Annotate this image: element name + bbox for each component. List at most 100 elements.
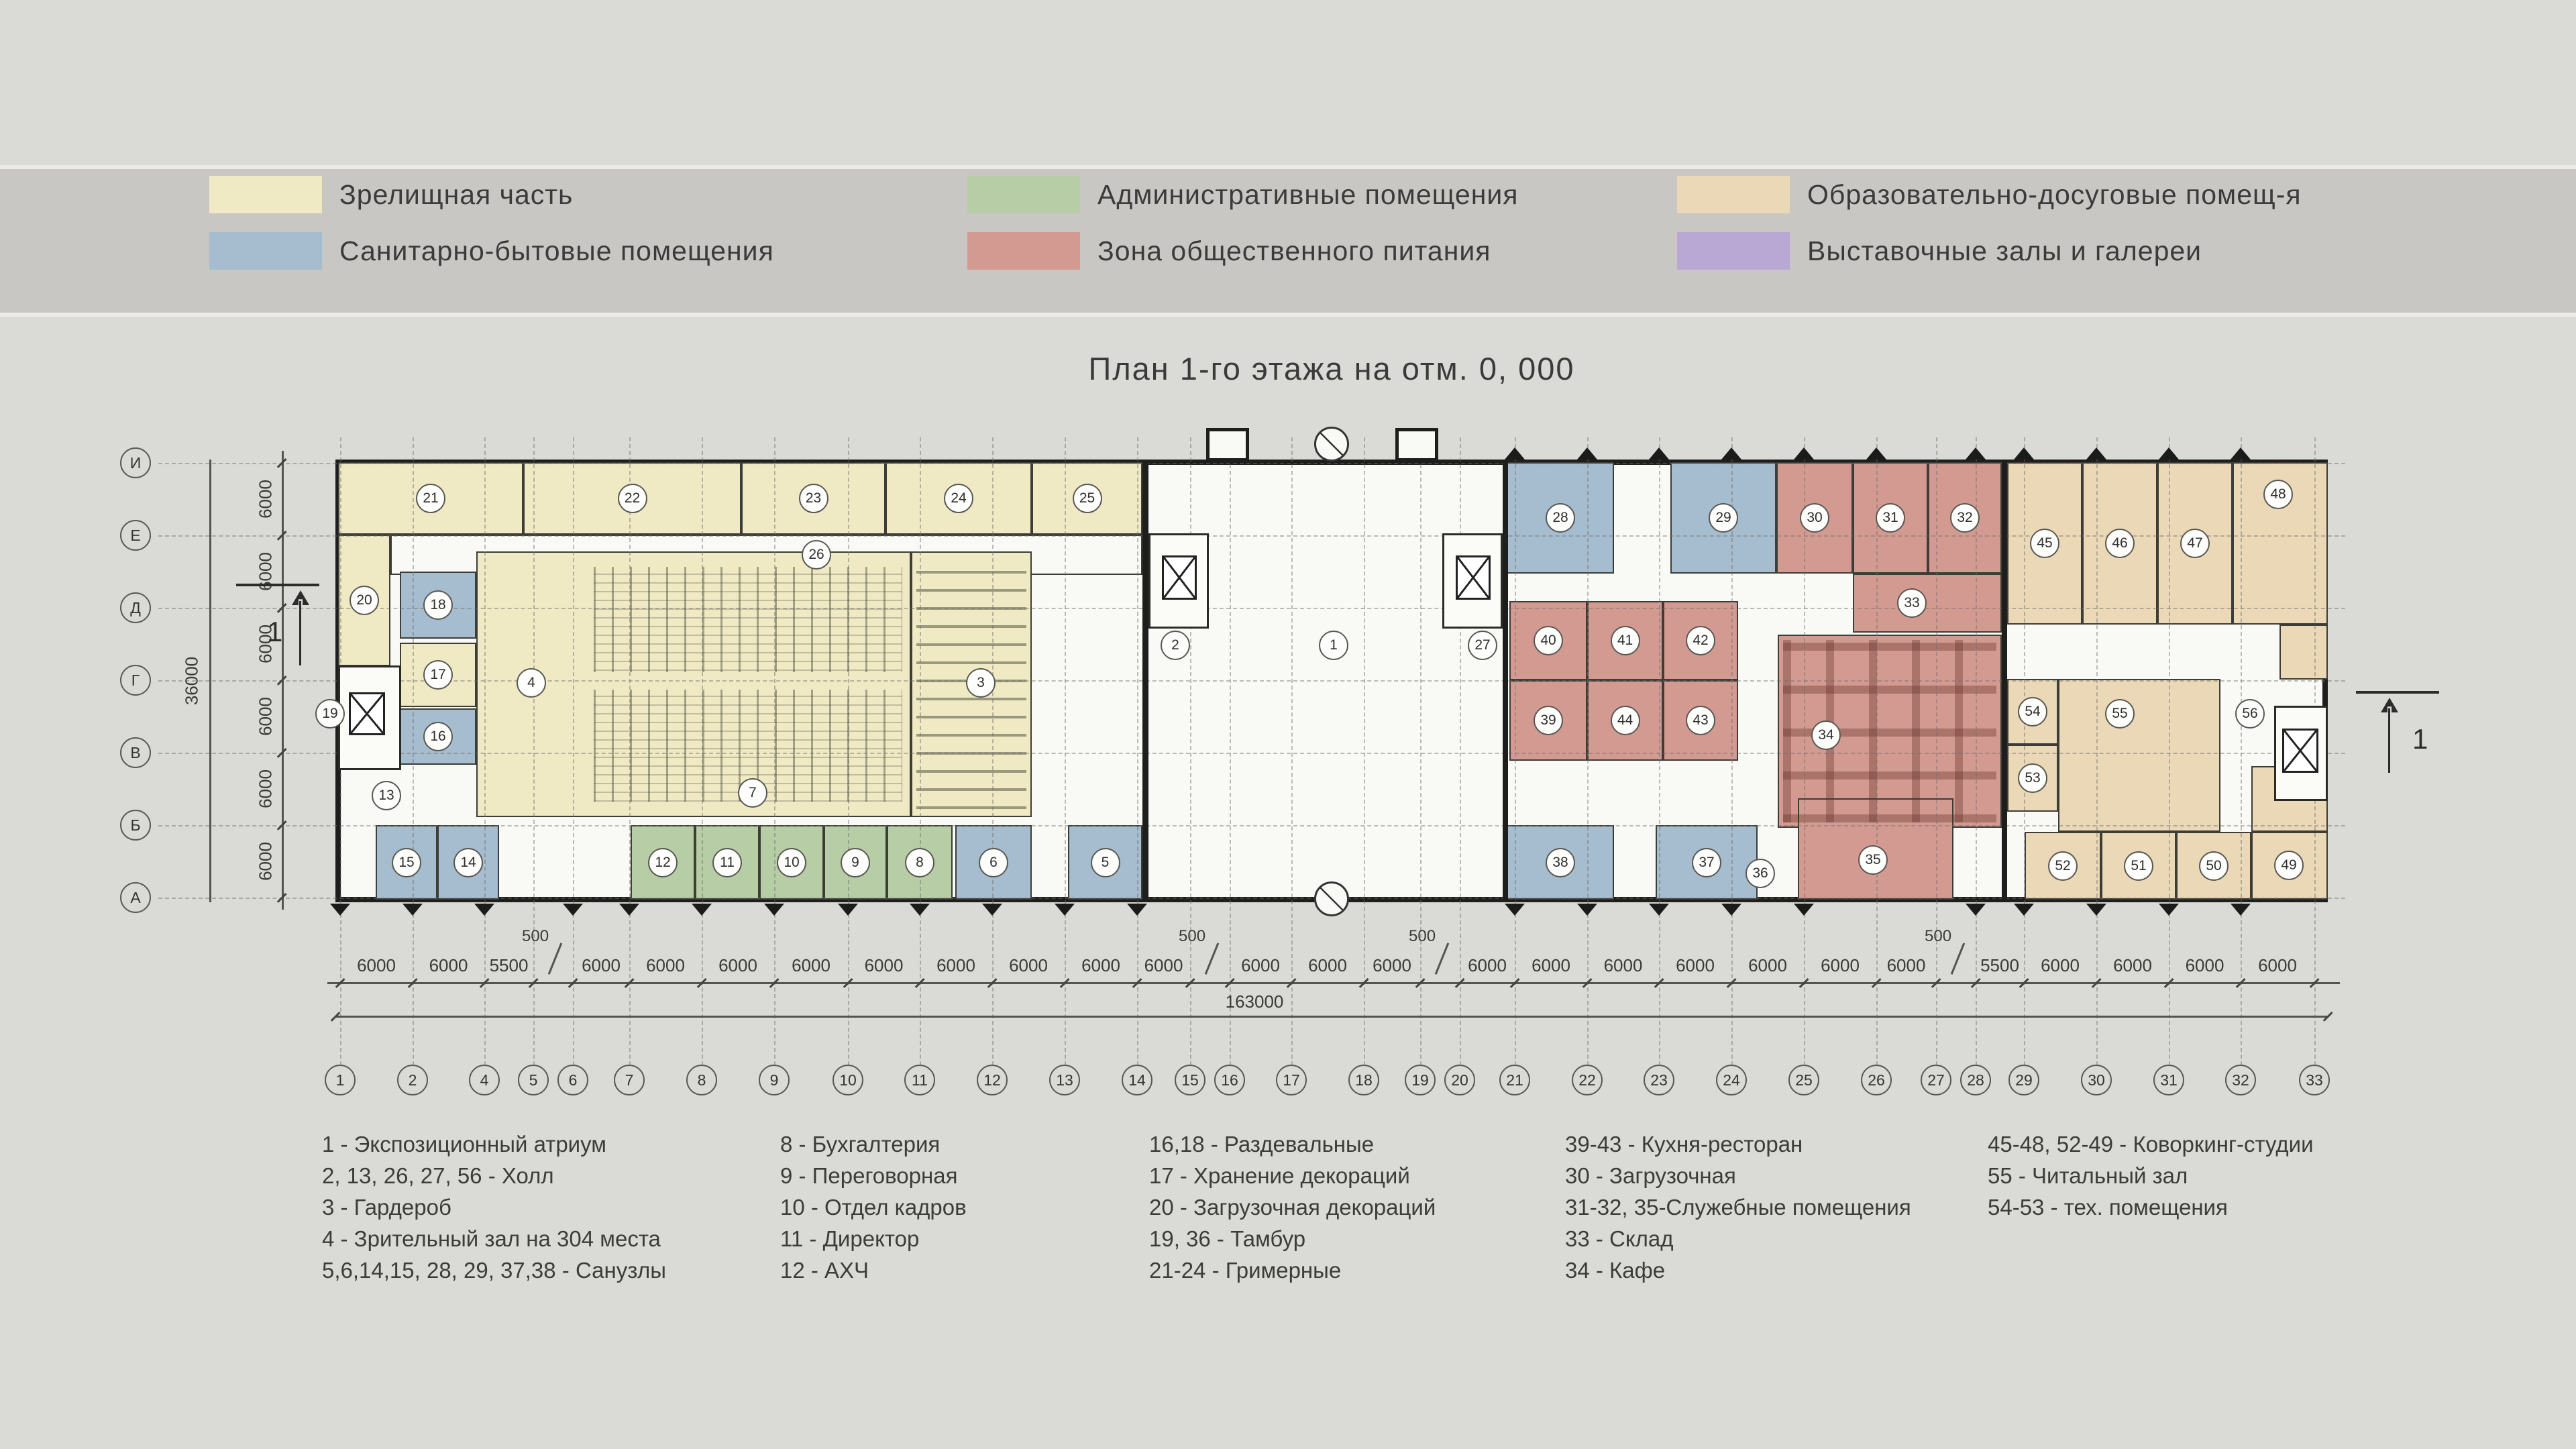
grid-axis-24: 24	[1716, 1065, 1747, 1095]
note-line: 1 - Экспозиционный атриум	[322, 1132, 606, 1157]
room-number: 47	[2180, 529, 2210, 558]
room-number: 21	[416, 484, 445, 513]
room-number: 49	[2274, 851, 2304, 880]
revolving-door-icon	[1314, 427, 1349, 462]
dimension-label: 6000	[1748, 955, 1787, 975]
room-number: 30	[1800, 503, 1829, 533]
entrance-marker	[474, 904, 494, 916]
note-line: 34 - Кафе	[1565, 1258, 1666, 1283]
grid-axis-1: 1	[325, 1065, 356, 1095]
axis-line-8	[702, 437, 703, 1065]
room-number: 31	[1876, 503, 1905, 533]
section-mark-label: 1	[267, 616, 283, 647]
revolving-door-icon	[1314, 881, 1349, 916]
entrance-marker	[1649, 904, 1669, 916]
entrance-vestibule	[1206, 428, 1249, 462]
interior-wall	[1142, 460, 1148, 902]
axis-line-29	[2024, 437, 2025, 1065]
axis-line-Г	[158, 680, 2345, 682]
room-number: 35	[1858, 845, 1888, 875]
axis-line-4	[484, 437, 486, 1065]
room-number: 4	[517, 668, 546, 698]
dimension-label: 6000	[582, 955, 621, 975]
axis-line-9	[774, 437, 775, 1065]
dimension-line-total	[209, 460, 211, 902]
grid-axis-26: 26	[1861, 1065, 1892, 1095]
room-number: 53	[2018, 763, 2047, 793]
note-line: 39-43 - Кухня-ресторан	[1565, 1132, 1803, 1157]
grid-axis-27: 27	[1921, 1065, 1951, 1095]
room-14	[437, 825, 499, 900]
axis-line-7	[629, 437, 631, 1065]
grid-axis-Д: Д	[120, 592, 151, 623]
entrance-marker	[910, 904, 930, 916]
legend-swatch	[967, 176, 1080, 213]
notes-column-4: 39-43 - Кухня-ресторан 30 - Загрузочная 31…	[1565, 1128, 1911, 1286]
entrance-marker	[692, 904, 712, 916]
dimension-label: 6000	[1308, 955, 1347, 975]
grid-axis-33: 33	[2299, 1065, 2330, 1095]
legend-swatch	[209, 232, 322, 270]
offset-leader	[1950, 943, 1965, 975]
room-number: 5	[1090, 847, 1120, 877]
grid-axis-14: 14	[1122, 1065, 1152, 1095]
room-number: 10	[777, 847, 806, 877]
room-number: 40	[1534, 626, 1563, 655]
axis-line-21	[1515, 437, 1516, 1065]
room-number: 45	[2030, 529, 2059, 558]
note-line: 54-53 - тех. помещения	[1988, 1195, 2228, 1220]
note-line: 17 - Хранение декораций	[1149, 1163, 1410, 1188]
room-18	[400, 572, 476, 639]
grid-axis-31: 31	[2153, 1065, 2184, 1095]
room-area	[2279, 625, 2328, 680]
axis-line-30	[2096, 437, 2098, 1065]
dimension-label: 6000	[429, 955, 468, 975]
offset-label: 500	[1409, 927, 1436, 945]
axis-line-12	[992, 437, 994, 1065]
room-number: 1	[1319, 631, 1348, 660]
legend-swatch	[1677, 176, 1790, 213]
dimension-label: 5500	[1980, 955, 2019, 975]
note-line: 33 - Склад	[1565, 1226, 1674, 1251]
dimension-label: 6000	[1241, 955, 1280, 975]
room-number: 2	[1161, 631, 1190, 660]
axis-line-11	[920, 437, 921, 1065]
notes-column-3: 16,18 - Раздевальные 17 - Хранение декора…	[1149, 1128, 1436, 1286]
elevator-icon	[349, 692, 385, 735]
axis-line-И	[158, 463, 2345, 464]
offset-label: 500	[522, 927, 549, 945]
grid-axis-А: А	[120, 882, 151, 913]
room-number: 39	[1534, 706, 1563, 735]
grid-axis-23: 23	[1644, 1065, 1674, 1095]
legend-swatch	[967, 232, 1080, 270]
legend-label: Зона общественного питания	[1097, 235, 1491, 266]
dimension-label: 6000	[1676, 955, 1715, 975]
grid-axis-30: 30	[2081, 1065, 2112, 1095]
entrance-marker	[2159, 447, 2179, 460]
axis-line-26	[1876, 437, 1878, 1065]
axis-line-27	[1936, 437, 1937, 1065]
entrance-marker	[1866, 447, 1886, 460]
axis-line-Б	[158, 825, 2345, 826]
entrance-marker	[1721, 904, 1741, 916]
dimension-label: 6000	[1144, 955, 1183, 975]
note-line: 11 - Директор	[780, 1226, 920, 1251]
legend-label: Образовательно-досуговые помещ-я	[1807, 178, 2302, 210]
legend-band	[0, 165, 2576, 317]
dimension-label: 6000	[255, 480, 276, 519]
axis-line-32	[2241, 437, 2242, 1065]
legend-label: Санитарно-бытовые помещения	[339, 235, 774, 266]
axis-line-22	[1587, 437, 1589, 1065]
offset-leader	[1434, 943, 1449, 975]
entrance-marker	[2014, 904, 2034, 916]
note-line: 5,6,14,15, 28, 29, 37,38 - Санузлы	[322, 1258, 666, 1283]
note-line: 2, 13, 26, 27, 56 - Холл	[322, 1163, 554, 1188]
room-number: 29	[1709, 503, 1738, 533]
section-mark-stem	[299, 601, 301, 665]
grid-axis-13: 13	[1049, 1065, 1080, 1095]
legend-item: Зона общественного питания	[967, 232, 1491, 270]
entrance-marker	[764, 904, 784, 916]
grid-axis-32: 32	[2225, 1065, 2256, 1095]
interior-wall	[1503, 460, 1508, 902]
room-number: 22	[617, 484, 647, 513]
